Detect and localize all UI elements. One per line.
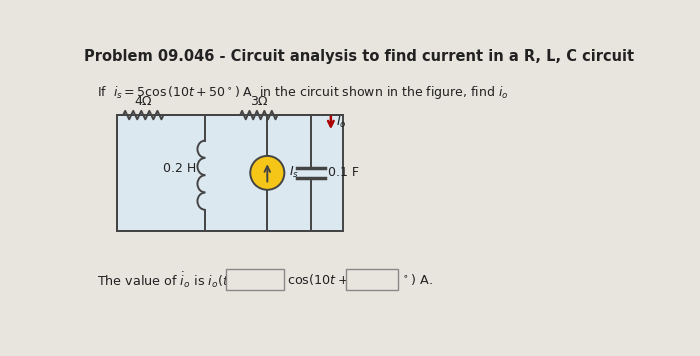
Text: 4Ω: 4Ω xyxy=(134,95,152,108)
Text: Problem 09.046 - Circuit analysis to find current in a R, L, C circuit: Problem 09.046 - Circuit analysis to fin… xyxy=(84,49,634,64)
Text: 0.1 F: 0.1 F xyxy=(328,166,358,179)
Circle shape xyxy=(250,156,284,190)
Text: 3Ω: 3Ω xyxy=(250,95,267,108)
FancyBboxPatch shape xyxy=(226,269,284,289)
FancyBboxPatch shape xyxy=(346,269,398,289)
Text: 0.2 H: 0.2 H xyxy=(162,162,196,176)
Text: $\cos(10t +$: $\cos(10t +$ xyxy=(288,272,349,287)
Text: $I_o$: $I_o$ xyxy=(336,115,347,130)
Bar xyxy=(117,115,343,231)
Text: $I_s$: $I_s$ xyxy=(289,165,299,180)
Text: If  $i_s = 5\cos\left(10t + 50^\circ\right)$ A  in the circuit shown in the figu: If $i_s = 5\cos\left(10t + 50^\circ\righ… xyxy=(97,84,508,101)
Text: The value of $\dot{i}_o$ is $i_o(t) = $: The value of $\dot{i}_o$ is $i_o(t) = $ xyxy=(97,270,246,290)
Text: $^\circ)$ A.: $^\circ)$ A. xyxy=(401,272,433,287)
